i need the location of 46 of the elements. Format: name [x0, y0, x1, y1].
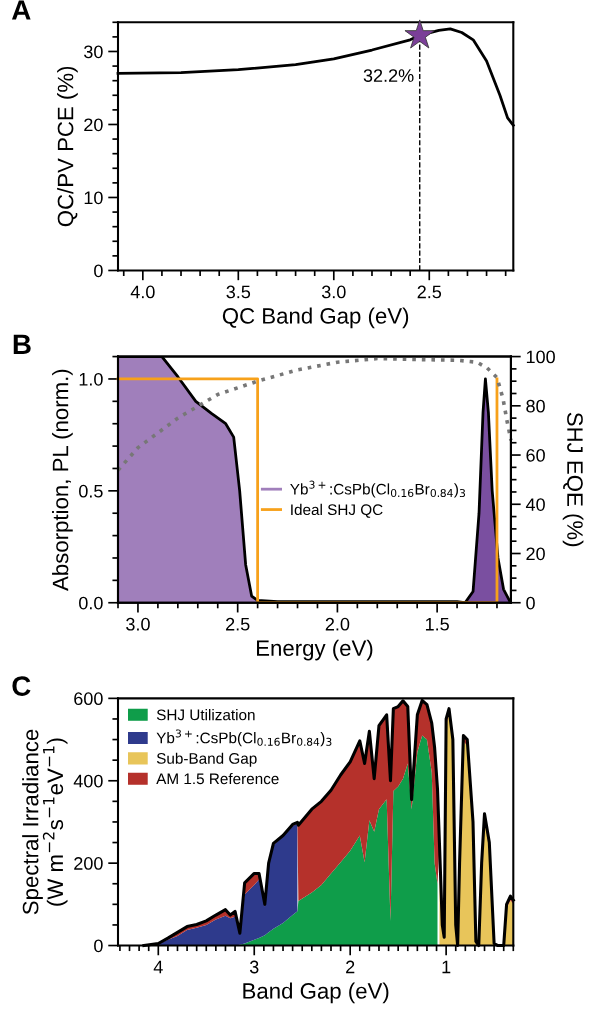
y-tick-label: 400 [73, 774, 103, 788]
x-tick-label: 2 [346, 960, 355, 974]
x-axis-title: QC Band Gap (eV) [222, 307, 409, 329]
x-tick-label: 3.0 [126, 617, 150, 631]
y2-tick-label: 0 [526, 596, 535, 610]
legend-label: SHJ Utilization [156, 709, 255, 721]
y2-tick-label: 100 [526, 350, 555, 364]
x-tick-label: 2.5 [226, 617, 250, 631]
y2-tick-label: 60 [526, 448, 545, 462]
y-tick-label: 1.0 [79, 372, 103, 386]
legend-label: Yb$^{3+}$:CsPb(Cl$_{0.16}$Br$_{0.84}$)$_{3}$ [156, 729, 332, 747]
x-tick-label: 2.0 [325, 617, 350, 631]
y-axis-title: Spectral Irradiance (W m$^{−2}$s$^{−1}$eV$^{−1}$) [22, 729, 68, 915]
legend-label: AM 1.5 Reference [156, 773, 279, 785]
y-tick-label: 600 [74, 692, 103, 706]
y-axis-title: Absorption, PL (norm.) [52, 369, 73, 591]
x-axis-title: Energy (eV) [257, 639, 373, 661]
y2-axis-title: SHJ EQE (%) [562, 412, 584, 547]
legend-label: Yb$^{3+}$:CsPb(Cl$_{0.16}$Br$_{0.84}$)$_{3}$ [290, 480, 466, 498]
x-tick-label: 1 [442, 960, 451, 974]
annotation: 32.2% [363, 69, 414, 82]
x-tick-label: 4 [153, 960, 163, 974]
legend-label: Sub-Band Gap [156, 752, 257, 767]
y-tick-label: 20 [84, 118, 103, 132]
y-tick-label: 0.0 [79, 596, 103, 610]
text: B [13, 334, 31, 354]
y-tick-label: 30 [84, 45, 103, 59]
x-tick-label: 1.5 [425, 617, 449, 631]
text: A [11, 0, 31, 20]
x-tick-label: 3.0 [321, 285, 346, 299]
x-tick-label: 3.5 [226, 285, 251, 299]
y-axis-title: QC/PV PCE (%) [57, 66, 78, 227]
y-tick-label: 10 [84, 191, 103, 205]
y2-tick-label: 80 [526, 399, 545, 413]
x-axis-title: Band Gap (eV) [243, 982, 389, 1004]
y-tick-label: 200 [74, 857, 103, 870]
y2-tick-label: 40 [525, 498, 545, 511]
y2-tick-label: 20 [526, 547, 545, 561]
y-tick-label: 0 [94, 264, 103, 278]
legend-label: Ideal SHJ QC [291, 503, 383, 518]
y-tick-label: 0 [94, 939, 103, 953]
x-tick-label: 4.0 [130, 285, 155, 299]
y-tick-label: 0.5 [79, 484, 103, 498]
text: C [12, 676, 31, 696]
x-tick-label: 3 [249, 960, 259, 974]
x-tick-label: 2.5 [417, 285, 442, 299]
